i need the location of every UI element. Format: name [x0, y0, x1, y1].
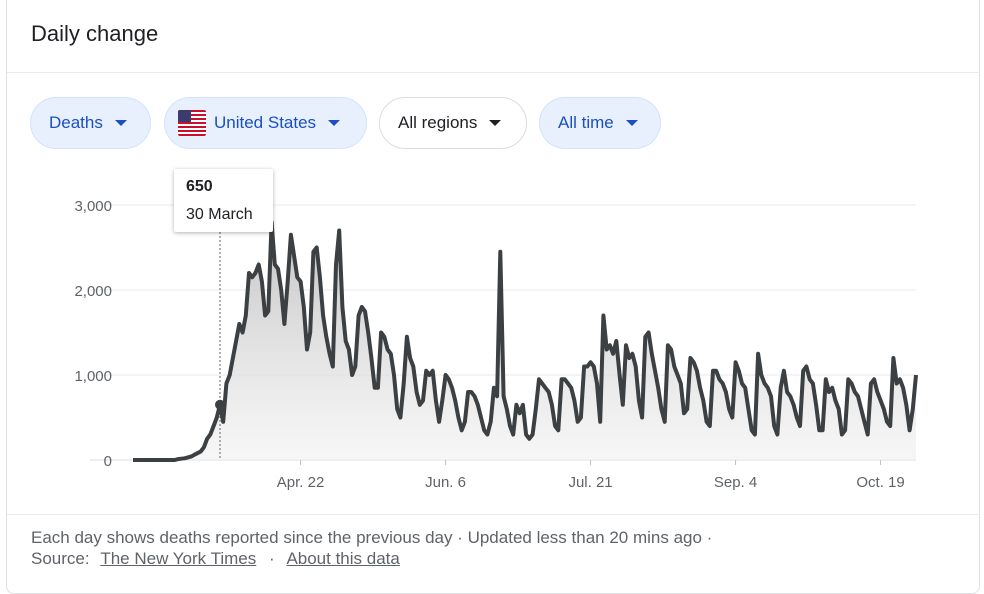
x-tick-label: Sep. 4	[714, 474, 757, 491]
tooltip-date: 30 March	[186, 206, 253, 223]
country-filter-label: United States	[214, 113, 317, 132]
series-area	[133, 222, 916, 460]
daily-deaths-chart[interactable]: 0 1,000 2,000 3,000 Apr. 22 Jun. 6 Jul. 21 Sep.…	[0, 0, 984, 573]
country-filter-chip[interactable]: United States	[164, 97, 367, 149]
x-tick-label: Jul. 21	[568, 474, 612, 491]
time-filter-label: All time	[558, 113, 614, 132]
tooltip-value: 650	[186, 178, 213, 195]
footer-note: Each day shows deaths reported since the…	[31, 528, 713, 547]
x-tick-label: Jun. 6	[425, 474, 466, 491]
card-title: Daily change	[31, 21, 159, 46]
dropdown-arrow-icon	[489, 120, 502, 126]
y-tick-label: 2,000	[74, 283, 112, 300]
y-tick-label: 1,000	[74, 368, 112, 385]
dropdown-arrow-icon	[328, 120, 341, 126]
dropdown-arrow-icon	[625, 120, 638, 126]
x-tick-label: Oct. 19	[856, 474, 904, 491]
hover-point[interactable]	[215, 399, 225, 410]
x-tick-label: Apr. 22	[277, 474, 325, 491]
region-filter-label: All regions	[398, 113, 478, 132]
hover-tooltip: 650 30 March	[174, 169, 273, 232]
footer-source: Source: The New York Times · About this …	[31, 549, 400, 569]
metric-filter-chip[interactable]: Deaths	[30, 97, 151, 149]
footer-separator: ·	[268, 549, 275, 568]
source-link[interactable]: The New York Times	[100, 549, 257, 568]
time-filter-chip[interactable]: All time	[539, 97, 661, 149]
region-filter-chip[interactable]: All regions	[379, 97, 527, 149]
dropdown-arrow-icon	[114, 120, 127, 126]
metric-filter-label: Deaths	[49, 113, 103, 132]
y-tick-label: 3,000	[74, 198, 112, 215]
source-label: Source:	[31, 549, 90, 568]
us-flag-icon	[178, 110, 206, 136]
y-tick-label: 0	[104, 453, 112, 470]
footer-divider	[7, 514, 979, 515]
about-data-link[interactable]: About this data	[286, 549, 400, 568]
series-line	[133, 220, 918, 462]
header-divider	[7, 72, 979, 73]
